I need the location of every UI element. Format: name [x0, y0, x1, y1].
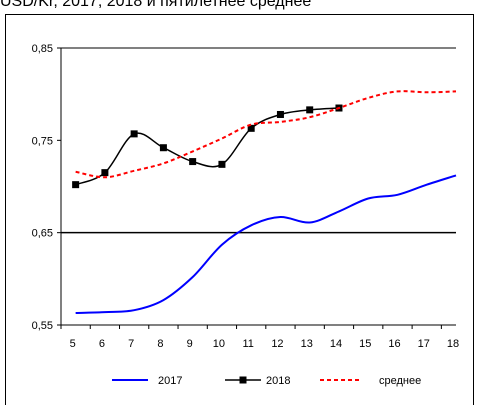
x-tick-label: 5 — [70, 338, 76, 350]
legend-item-2018: 2018 — [225, 375, 290, 387]
data-point-2018 — [276, 110, 284, 118]
data-point-2018 — [130, 130, 138, 138]
x-tick-label: 13 — [301, 338, 313, 350]
chart-frame — [5, 14, 474, 405]
x-tick-label: 15 — [359, 338, 371, 350]
data-point-2018 — [189, 158, 197, 166]
x-tick-label: 6 — [99, 338, 105, 350]
data-point-2018 — [72, 181, 80, 189]
x-tick-label: 7 — [128, 338, 134, 350]
x-tick-label: 11 — [242, 338, 253, 350]
y-tick-label: 0,75 — [32, 135, 53, 147]
series-line-2018 — [75, 107, 340, 186]
data-point-2018 — [306, 106, 314, 114]
series-line-2017 — [75, 174, 457, 314]
axis-layer — [57, 47, 456, 329]
x-tick-label: 8 — [157, 338, 163, 350]
x-tick-label: 14 — [330, 338, 342, 350]
legend-item-2017: 2017 — [112, 375, 182, 387]
page-title: USD/Kr, 2017, 2018 и пятилетнее среднее — [0, 0, 312, 10]
legend-label: 2018 — [266, 375, 290, 387]
data-point-2018 — [247, 124, 255, 132]
x-tick-label: 18 — [447, 338, 459, 350]
x-tick-label: 16 — [388, 338, 400, 350]
grid-layer — [61, 47, 456, 234]
x-tick-label: 12 — [271, 338, 283, 350]
legend: 2017 2018 среднее — [112, 375, 421, 387]
legend-label: 2017 — [158, 375, 182, 387]
y-tick-label: 0,85 — [32, 43, 53, 55]
data-point-2018 — [159, 144, 167, 152]
tick-label-layer: 0,55 0,65 0,75 0,85 5 6 7 8 9 10 11 12 13 14 15 16 17 18 — [32, 43, 460, 350]
x-tick-label: 9 — [187, 338, 193, 350]
series-layer — [72, 90, 457, 314]
y-tick-label: 0,65 — [32, 228, 53, 240]
data-point-2018 — [101, 169, 109, 177]
legend-marker — [239, 376, 247, 384]
legend-item-среднее: среднее — [320, 375, 421, 387]
x-tick-label: 10 — [213, 338, 225, 350]
legend-label: среднее — [379, 375, 421, 387]
x-tick-label: 17 — [418, 338, 430, 350]
y-tick-label: 0,55 — [32, 320, 53, 332]
data-point-2018 — [218, 160, 226, 168]
